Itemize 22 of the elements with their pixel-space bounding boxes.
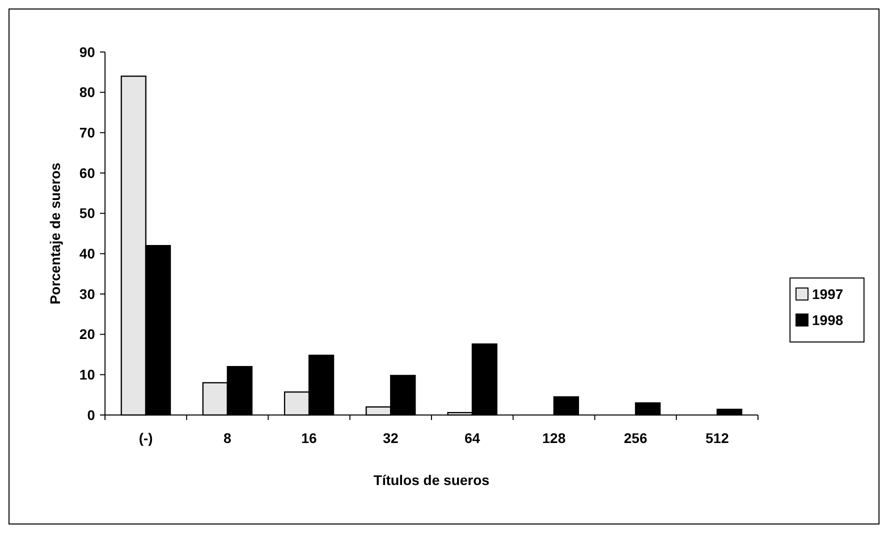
legend-label: 1998 bbox=[812, 312, 844, 328]
x-tick-label: 256 bbox=[624, 430, 648, 446]
y-tick-label: 40 bbox=[79, 246, 96, 262]
x-tick-label: (-) bbox=[138, 430, 153, 446]
y-tick-label: 70 bbox=[79, 124, 96, 141]
x-tick-label: 8 bbox=[224, 430, 232, 446]
x-tick-label: 32 bbox=[382, 430, 399, 446]
legend-label: 1997 bbox=[812, 286, 844, 302]
y-tick-label: 80 bbox=[79, 84, 96, 100]
y-tick-label: 50 bbox=[79, 205, 96, 222]
y-axis-title: Porcentaje de sueros bbox=[47, 162, 63, 304]
y-tick-label: 20 bbox=[79, 326, 96, 342]
y-tick-label: 90 bbox=[79, 44, 96, 60]
x-tick-label: 16 bbox=[301, 430, 318, 446]
y-tick-label: 60 bbox=[79, 164, 96, 181]
x-axis-title: Títulos de sueros bbox=[374, 472, 490, 488]
y-tick-label: 0 bbox=[87, 406, 96, 423]
x-tick-label: 64 bbox=[464, 430, 480, 446]
y-tick-label: 10 bbox=[79, 366, 96, 383]
x-tick-label: 512 bbox=[706, 430, 730, 446]
y-tick-label: 30 bbox=[79, 286, 96, 302]
x-tick-label: 128 bbox=[542, 430, 566, 446]
